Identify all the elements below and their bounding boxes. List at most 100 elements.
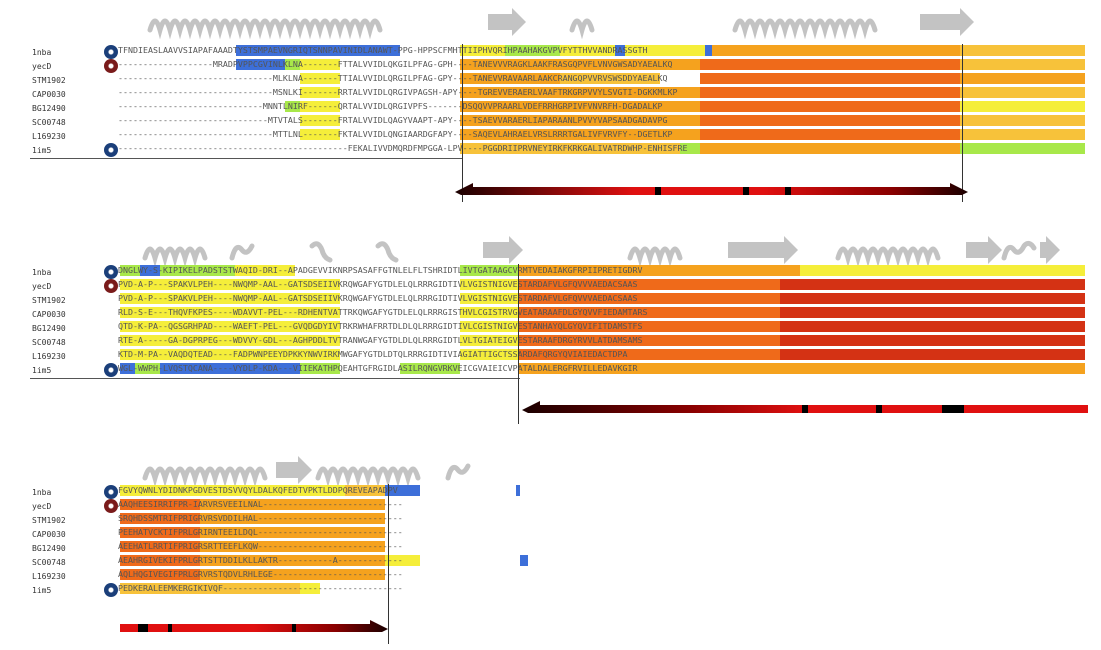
sequence-text: PVD-A-P---SPAKVLPEH----NWQMP-AAL--GATSDS… xyxy=(118,279,638,289)
seq-name: BG12490 xyxy=(32,324,66,333)
conservation-block xyxy=(518,321,780,332)
alignment-row: -------------------MRADPVPPCGVINLKLNA---… xyxy=(118,59,1088,70)
seq-name: yecD xyxy=(32,502,52,511)
conservation-block xyxy=(780,335,1085,346)
conservation-block xyxy=(120,555,200,566)
conservation-block xyxy=(460,73,560,84)
seq-name: CAP0030 xyxy=(32,310,66,319)
helix-icon xyxy=(627,246,683,268)
conservation-block xyxy=(960,73,1085,84)
helix-icon xyxy=(569,18,595,40)
conservation-block xyxy=(236,59,285,70)
seq-name: SC00748 xyxy=(32,558,66,567)
conservation-block xyxy=(518,293,780,304)
alignment-row: FGVYQWNLYDIDNKPGDVESTDSVVQYLDALKQFEDTVPK… xyxy=(118,485,1088,496)
underline xyxy=(30,158,462,159)
seq-name: L169230 xyxy=(32,572,66,581)
sequence-text: RTE-A-----GA-DGPRPEG---WDVVY-GDL---AGHPD… xyxy=(118,335,643,345)
conservation-block xyxy=(460,321,518,332)
conservation-block xyxy=(135,363,160,374)
conservation-block xyxy=(780,349,1085,360)
alignment-row: ------------------------------MTVTALS---… xyxy=(118,115,1088,126)
conservation-block xyxy=(300,115,340,126)
sequence-text: -------------------------------MTTLNL---… xyxy=(118,129,673,139)
conservation-block xyxy=(118,45,236,56)
conservation-block xyxy=(285,101,300,112)
helix-icon xyxy=(142,246,208,268)
coil-icon xyxy=(1001,240,1037,261)
conservation-block xyxy=(712,45,760,56)
conservation-block xyxy=(518,265,800,276)
seq-name: 1im5 xyxy=(32,366,52,375)
alignment-row: AEEHATLRRTIFPRIGRSRTTEEFLKQW------------… xyxy=(118,541,1088,552)
conservation-block xyxy=(700,87,960,98)
conservation-block xyxy=(700,129,960,140)
conservation-block xyxy=(700,73,960,84)
sequence-text: -------------------------------MSNLKI---… xyxy=(118,87,678,97)
seq-name: L169230 xyxy=(32,132,66,141)
sequence-text: TFNDIEASLAAVVSIAPAFAAADTYSTSMPAEVNGRIQTS… xyxy=(118,45,648,55)
secondary-structure-track-1 xyxy=(147,8,974,40)
conservation-block xyxy=(120,321,340,332)
conservation-block xyxy=(160,363,300,374)
conservation-block xyxy=(285,59,300,70)
conservation-block xyxy=(200,513,385,524)
conservation-block xyxy=(200,569,385,580)
conservation-block xyxy=(460,115,700,126)
conservation-block xyxy=(1050,143,1085,154)
conservation-block xyxy=(700,101,960,112)
conservation-block xyxy=(505,45,560,56)
seq-name: L169230 xyxy=(32,352,66,361)
conservation-block xyxy=(385,485,420,496)
conservation-block xyxy=(800,265,1085,276)
sequence-text: AQLHQGIVEGIFPRLGRVRSTQDVLRHLEGE---------… xyxy=(118,569,403,579)
structure-marker-icon xyxy=(104,485,118,499)
conservation-block xyxy=(120,279,340,290)
seq-name: yecD xyxy=(32,282,52,291)
seq-name: STM1902 xyxy=(32,296,66,305)
alignment-row: DNGLWY-S-KIPIKELPADSTSTWAQID-DRI--APADGE… xyxy=(118,265,1088,276)
alignment-row: WGL-WWPH-LVQSTQCANA----VYDLP-KDA---VIIEK… xyxy=(118,363,1088,374)
seq-name: SC00748 xyxy=(32,338,66,347)
conservation-block xyxy=(460,349,518,360)
alignment-row: -------------------------------MLKLNA---… xyxy=(118,73,1088,84)
seq-name: 1im5 xyxy=(32,146,52,155)
secondary-structure-track-2 xyxy=(142,236,1060,268)
structure-marker-icon xyxy=(104,279,118,293)
conservation-block xyxy=(120,307,340,318)
seq-name: CAP0030 xyxy=(32,530,66,539)
seq-name: 1nba xyxy=(32,488,52,497)
sequence-text: FGVYQWNLYDIDNKPGDVESTDSVVQYLDALKQFEDTVPK… xyxy=(118,485,398,495)
conservation-arrow xyxy=(522,401,1088,413)
structure-marker-icon xyxy=(104,265,118,279)
conservation-block xyxy=(780,321,1085,332)
conservation-block xyxy=(760,45,960,56)
conservation-block xyxy=(518,279,780,290)
conservation-block xyxy=(120,265,140,276)
conservation-block xyxy=(780,293,1085,304)
coil-icon xyxy=(229,241,399,263)
alignment-row: RLD-S-E---THQVFKPES----WDAVVT-PEL---RDHE… xyxy=(118,307,1088,318)
alignment-row: AEAHRGIVEKIFPRLGRTSTTDDILKLLAKTR--------… xyxy=(118,555,1088,566)
conservation-block xyxy=(160,265,235,276)
sequence-text: PEEHATVCKTIFPRLGRIRNTEEILDQL------------… xyxy=(118,527,403,537)
conservation-block xyxy=(780,307,1085,318)
strand-arrow-icon xyxy=(966,236,1060,264)
seq-name: BG12490 xyxy=(32,544,66,553)
structure-marker-icon xyxy=(104,583,118,597)
alignment-row: TFNDIEASLAAVVSIAPAFAAADTYSTSMPAEVNGRIQTS… xyxy=(118,45,1088,56)
domain-boundary xyxy=(462,44,463,202)
conservation-block xyxy=(780,279,1085,290)
conservation-block xyxy=(300,363,340,374)
conservation-block xyxy=(200,541,385,552)
sequence-text: -----------------------------MNNTLNIRF--… xyxy=(118,101,663,111)
conservation-block xyxy=(300,583,320,594)
conservation-block xyxy=(300,59,340,70)
conservation-block xyxy=(625,45,705,56)
conservation-block xyxy=(518,363,1085,374)
conservation-arrow xyxy=(455,183,968,195)
seq-name: yecD xyxy=(32,62,52,71)
conservation-block xyxy=(960,129,1085,140)
structure-marker-icon xyxy=(104,143,118,157)
conservation-block xyxy=(460,87,700,98)
